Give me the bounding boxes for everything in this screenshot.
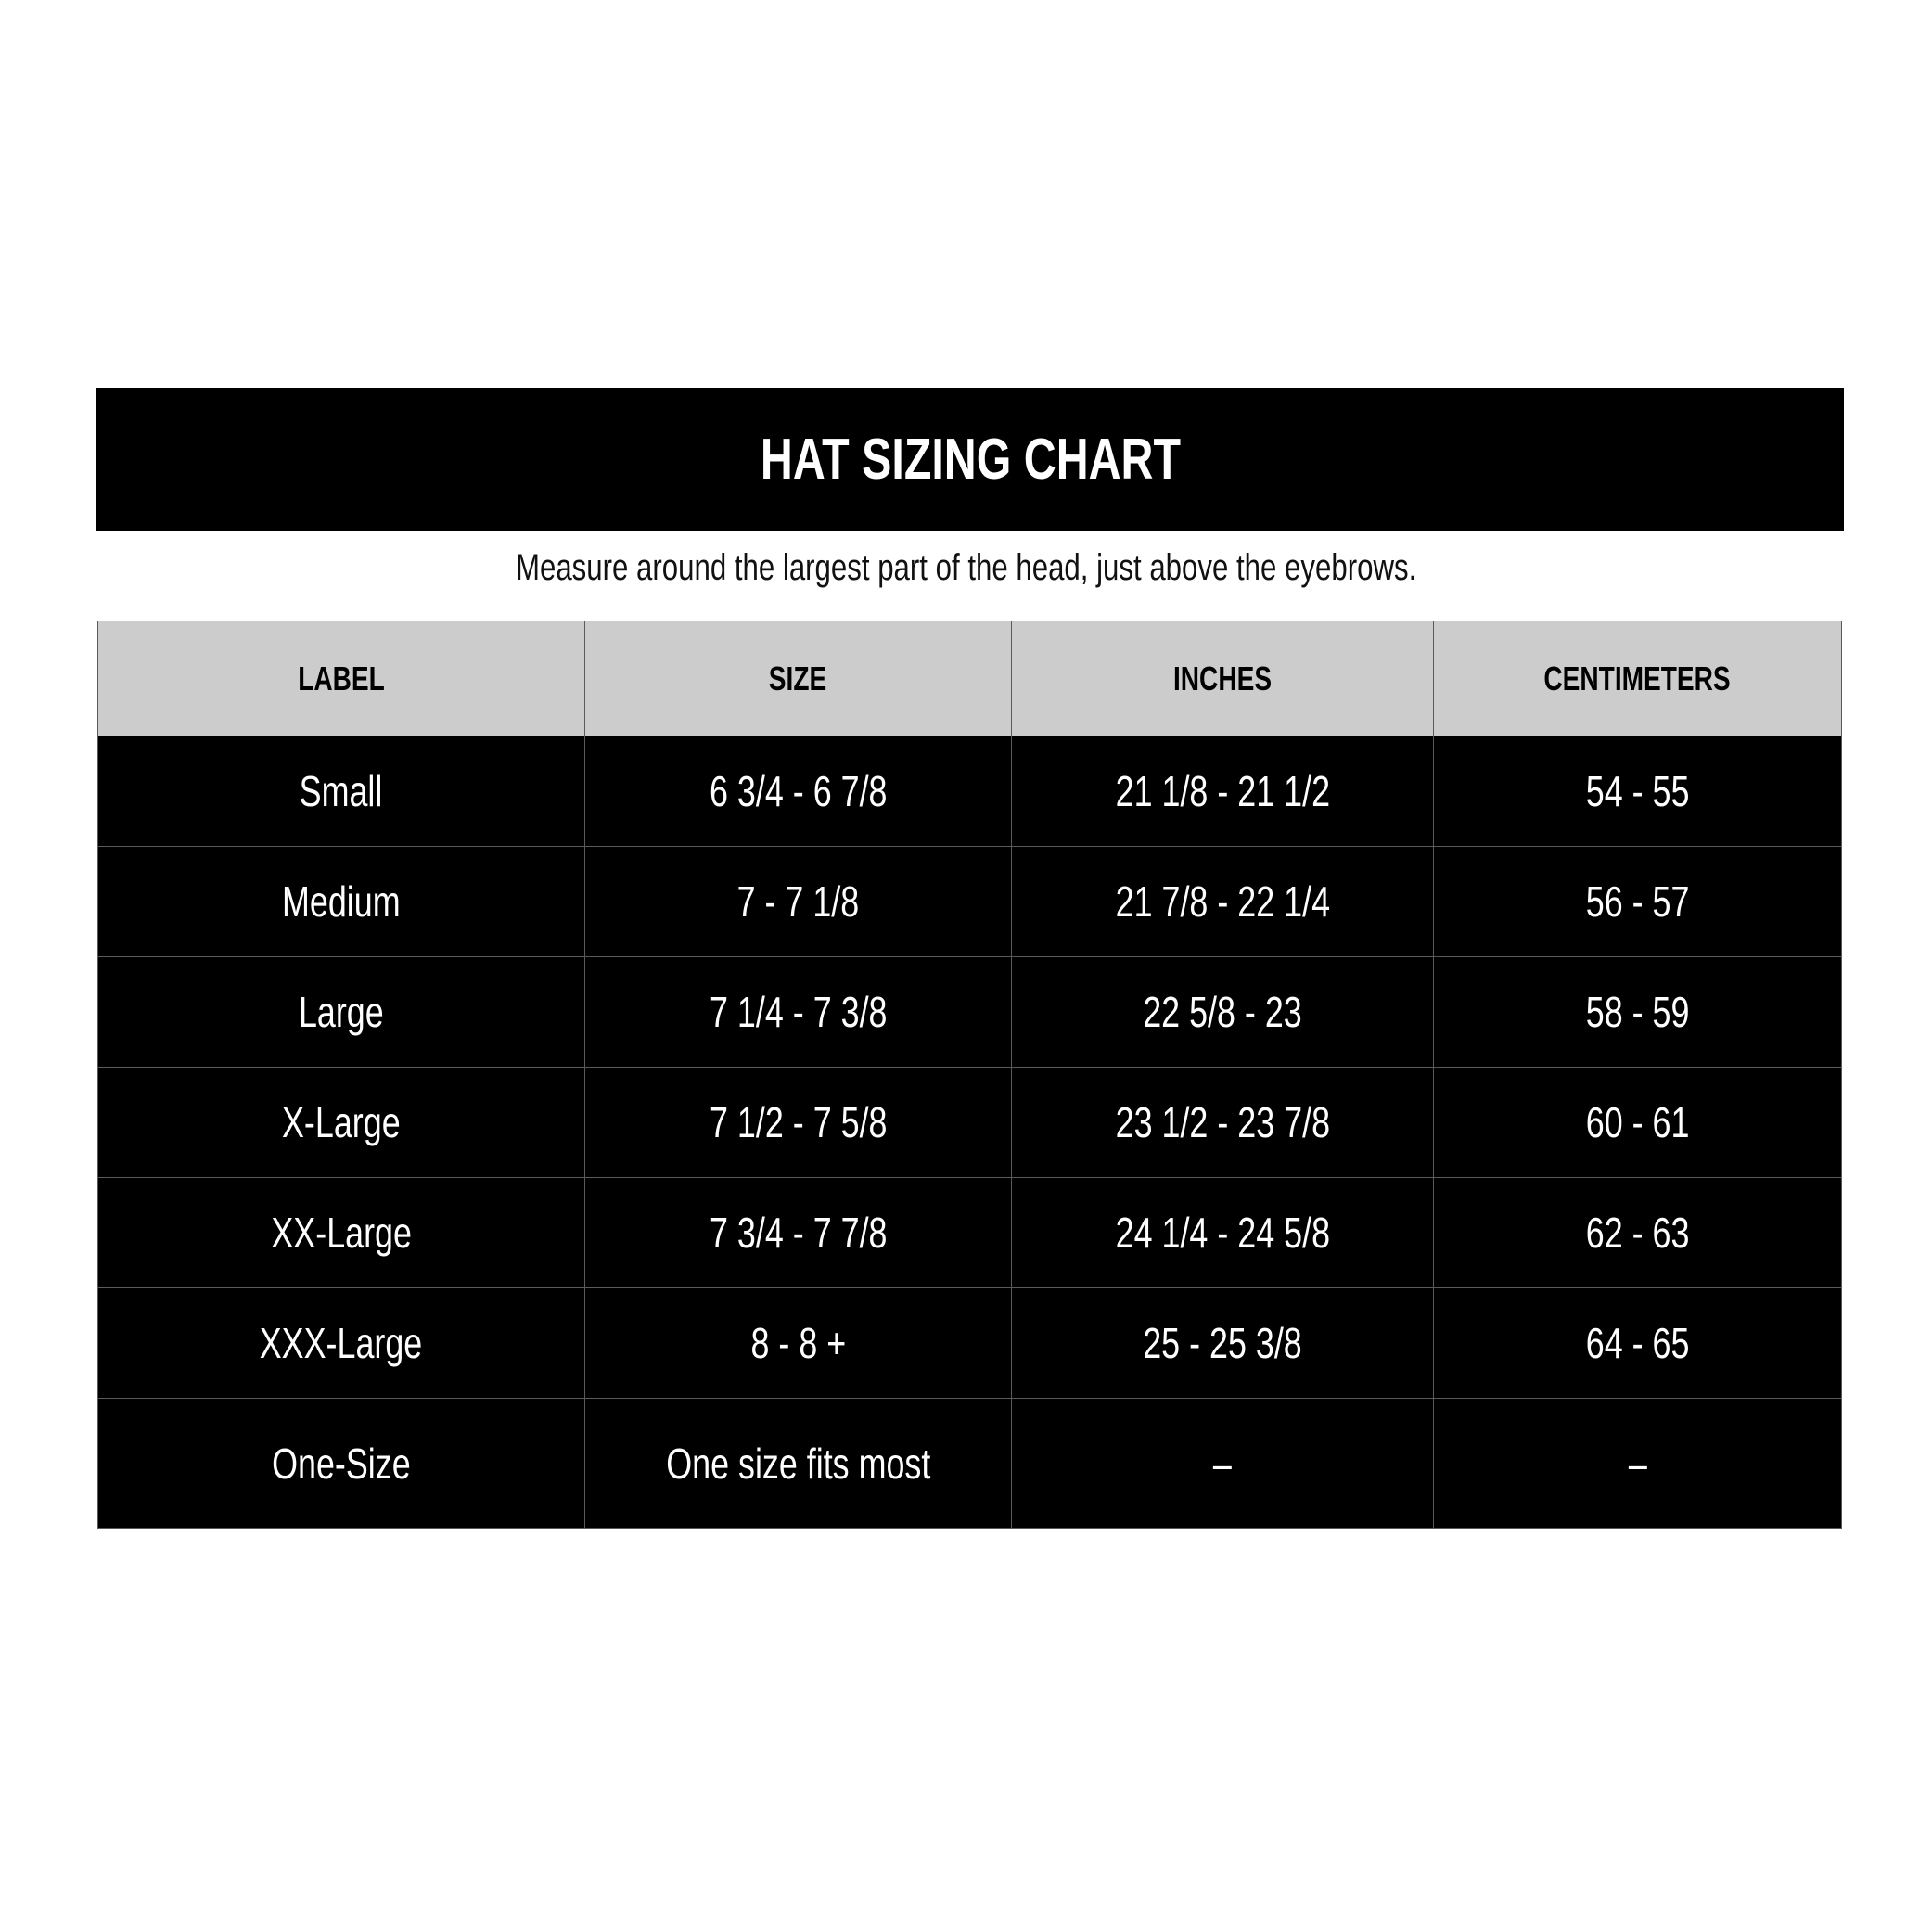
- subtitle-text: Measure around the largest part of the h…: [515, 547, 1417, 588]
- cell-text: 56 - 57: [1585, 877, 1690, 926]
- cell-text: XXX-Large: [260, 1319, 423, 1367]
- cell-text: 64 - 65: [1585, 1319, 1690, 1367]
- cell-text: Small: [300, 767, 383, 815]
- cell-size: 8 - 8 +: [584, 1287, 1012, 1399]
- cell-centimeters: –: [1433, 1398, 1842, 1529]
- cell-centimeters: 62 - 63: [1433, 1177, 1842, 1288]
- cell-label: Small: [97, 736, 585, 847]
- table-row: X-Large 7 1/2 - 7 5/8 23 1/2 - 23 7/8 60 - …: [97, 1067, 1842, 1178]
- cell-centimeters: 60 - 61: [1433, 1067, 1842, 1178]
- table-row: Medium 7 - 7 1/8 21 7/8 - 22 1/4 56 - 57: [97, 846, 1842, 957]
- column-header-inches: INCHES: [1011, 621, 1434, 736]
- cell-text: 25 - 25 3/8: [1143, 1319, 1302, 1367]
- table-row: XXX-Large 8 - 8 + 25 - 25 3/8 64 - 65: [97, 1287, 1842, 1399]
- cell-text: 21 1/8 - 21 1/2: [1115, 767, 1330, 815]
- cell-inches: 24 1/4 - 24 5/8: [1011, 1177, 1434, 1288]
- table-row: XX-Large 7 3/4 - 7 7/8 24 1/4 - 24 5/8 62 -…: [97, 1177, 1842, 1288]
- cell-inches: 25 - 25 3/8: [1011, 1287, 1434, 1399]
- table-row: One-Size One size fits most – –: [97, 1398, 1842, 1529]
- cell-text: Large: [299, 988, 384, 1036]
- cell-text: X-Large: [282, 1098, 401, 1146]
- sizing-table: LABEL SIZE INCHES CENTIMETERS Small 6 3/4…: [97, 621, 1842, 1529]
- table-header-row: LABEL SIZE INCHES CENTIMETERS: [97, 621, 1842, 736]
- cell-size: 7 1/4 - 7 3/8: [584, 956, 1012, 1068]
- cell-centimeters: 64 - 65: [1433, 1287, 1842, 1399]
- cell-text: XX-Large: [271, 1209, 412, 1257]
- cell-text: –: [1213, 1439, 1232, 1488]
- cell-label: One-Size: [97, 1398, 585, 1529]
- cell-text: 7 - 7 1/8: [736, 877, 860, 926]
- table-row: Small 6 3/4 - 6 7/8 21 1/8 - 21 1/2 54 - 55: [97, 736, 1842, 847]
- cell-size: 7 3/4 - 7 7/8: [584, 1177, 1012, 1288]
- title-banner: HAT SIZING CHART: [96, 388, 1844, 531]
- cell-text: 60 - 61: [1585, 1098, 1690, 1146]
- cell-text: 8 - 8 +: [750, 1319, 846, 1367]
- cell-size: 7 - 7 1/8: [584, 846, 1012, 957]
- cell-text: –: [1628, 1439, 1647, 1488]
- cell-centimeters: 58 - 59: [1433, 956, 1842, 1068]
- cell-text: 24 1/4 - 24 5/8: [1115, 1209, 1330, 1257]
- cell-text: 21 7/8 - 22 1/4: [1115, 877, 1330, 926]
- cell-inches: –: [1011, 1398, 1434, 1529]
- cell-text: One size fits most: [665, 1439, 931, 1488]
- cell-text: 58 - 59: [1585, 988, 1690, 1036]
- cell-text: 7 1/2 - 7 5/8: [709, 1098, 888, 1146]
- cell-label: XXX-Large: [97, 1287, 585, 1399]
- cell-text: One-Size: [272, 1439, 411, 1488]
- header-text: SIZE: [769, 659, 827, 697]
- measure-instructions: Measure around the largest part of the h…: [0, 547, 1932, 589]
- cell-text: 7 3/4 - 7 7/8: [709, 1209, 888, 1257]
- cell-text: 62 - 63: [1585, 1209, 1690, 1257]
- cell-centimeters: 54 - 55: [1433, 736, 1842, 847]
- cell-label: XX-Large: [97, 1177, 585, 1288]
- cell-text: 22 5/8 - 23: [1143, 988, 1302, 1036]
- cell-size: 7 1/2 - 7 5/8: [584, 1067, 1012, 1178]
- cell-label: Large: [97, 956, 585, 1068]
- cell-label: X-Large: [97, 1067, 585, 1178]
- cell-label: Medium: [97, 846, 585, 957]
- cell-inches: 21 1/8 - 21 1/2: [1011, 736, 1434, 847]
- cell-centimeters: 56 - 57: [1433, 846, 1842, 957]
- column-header-label: LABEL: [97, 621, 585, 736]
- cell-text: 23 1/2 - 23 7/8: [1115, 1098, 1330, 1146]
- column-header-centimeters: CENTIMETERS: [1433, 621, 1842, 736]
- cell-inches: 21 7/8 - 22 1/4: [1011, 846, 1434, 957]
- table-row: Large 7 1/4 - 7 3/8 22 5/8 - 23 58 - 59: [97, 956, 1842, 1068]
- header-text: CENTIMETERS: [1543, 659, 1732, 697]
- cell-size: 6 3/4 - 6 7/8: [584, 736, 1012, 847]
- cell-inches: 22 5/8 - 23: [1011, 956, 1434, 1068]
- cell-text: 7 1/4 - 7 3/8: [709, 988, 888, 1036]
- header-text: INCHES: [1172, 659, 1273, 697]
- cell-text: 6 3/4 - 6 7/8: [709, 767, 888, 815]
- cell-inches: 23 1/2 - 23 7/8: [1011, 1067, 1434, 1178]
- cell-size: One size fits most: [584, 1398, 1012, 1529]
- cell-text: 54 - 55: [1585, 767, 1690, 815]
- column-header-size: SIZE: [584, 621, 1012, 736]
- cell-text: Medium: [282, 877, 401, 926]
- header-text: LABEL: [298, 659, 385, 697]
- page-title: HAT SIZING CHART: [760, 428, 1181, 492]
